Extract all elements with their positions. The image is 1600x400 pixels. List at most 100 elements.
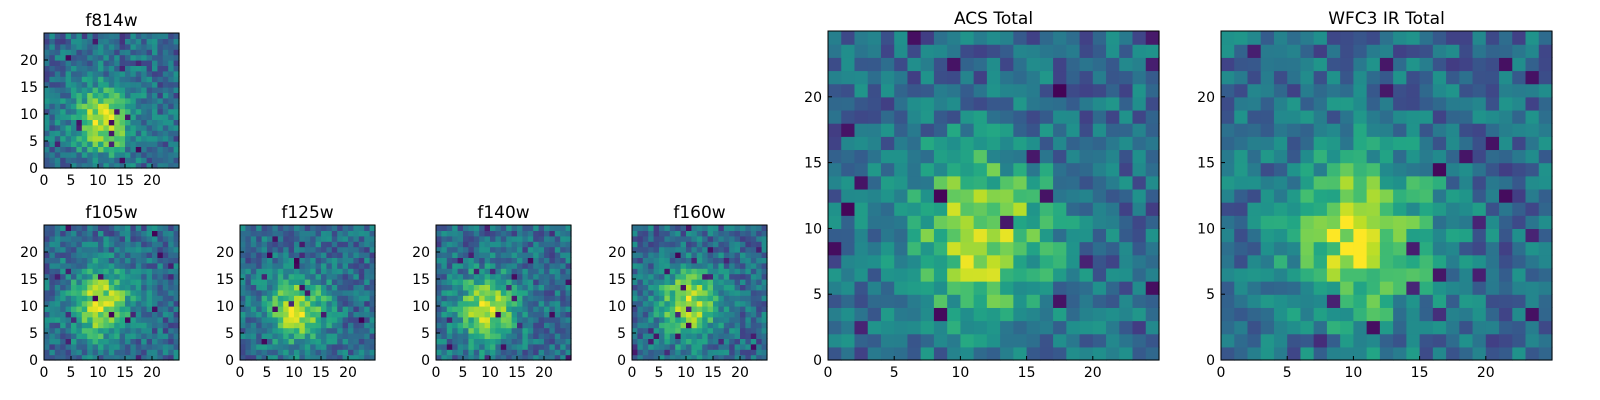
heatmap-cell — [533, 311, 540, 318]
heatmap-cell — [157, 49, 164, 56]
heatmap-cell — [304, 268, 311, 275]
heatmap-cell — [740, 279, 746, 285]
heatmap-cell — [256, 289, 263, 296]
heatmap-cell — [157, 322, 164, 329]
heatmap-cell — [135, 119, 142, 126]
heatmap-cell — [49, 306, 56, 312]
heatmap-cell — [1432, 136, 1447, 151]
heatmap-cell — [1459, 31, 1474, 45]
heatmap-cell — [71, 289, 77, 296]
heatmap-cell — [702, 246, 709, 253]
heatmap-cell — [81, 327, 88, 334]
heatmap-cell — [1119, 320, 1134, 335]
heatmap-cell — [283, 235, 290, 242]
heatmap-cell — [669, 327, 676, 334]
y-tick-label: 5 — [29, 326, 38, 342]
heatmap-cell — [1499, 70, 1513, 85]
heatmap-cell — [119, 225, 126, 231]
heatmap-cell — [947, 346, 961, 361]
x-tick-label: 0 — [432, 365, 441, 381]
heatmap-cell — [527, 230, 534, 237]
heatmap-cell — [933, 188, 948, 203]
heatmap-cell — [1026, 281, 1041, 295]
heatmap-cell — [479, 338, 486, 345]
heatmap-cell — [1053, 294, 1067, 308]
heatmap-cell — [108, 322, 115, 329]
heatmap-cell — [947, 241, 961, 256]
heatmap-cell — [549, 322, 556, 329]
heatmap-cell — [854, 57, 869, 72]
heatmap-cell — [130, 87, 137, 93]
heatmap-cell — [659, 273, 665, 280]
heatmap-cell — [141, 306, 148, 312]
heatmap-cell — [331, 230, 338, 237]
heatmap-cell — [1525, 215, 1540, 229]
heatmap-cell — [294, 235, 300, 242]
heatmap-cell — [369, 273, 376, 280]
heatmap-cell — [986, 57, 1001, 72]
heatmap-cell — [162, 124, 169, 131]
heatmap-cell — [1013, 149, 1028, 164]
heatmap-cell — [1132, 228, 1147, 243]
heatmap-cell — [533, 343, 540, 350]
heatmap-cell — [1499, 320, 1513, 335]
heatmap-cell — [756, 338, 763, 345]
heatmap-cell — [321, 316, 327, 323]
heatmap-cell — [1247, 333, 1262, 348]
heatmap-cell — [353, 268, 360, 275]
heatmap-cell — [71, 87, 77, 93]
heatmap-cell — [125, 246, 131, 253]
heatmap-cell — [76, 322, 83, 329]
heatmap-cell — [1326, 241, 1341, 256]
heatmap-cell — [1353, 175, 1368, 190]
heatmap-cell — [245, 327, 252, 334]
heatmap-cell — [54, 246, 61, 253]
heatmap-cell — [828, 281, 842, 295]
heatmap-cell — [1145, 215, 1160, 229]
heatmap-cell — [288, 333, 295, 339]
heatmap-cell — [87, 333, 94, 339]
heatmap-cell — [1132, 294, 1147, 308]
heatmap-cell — [256, 300, 263, 307]
heatmap-cell — [49, 108, 56, 115]
heatmap-cell — [745, 257, 752, 264]
heatmap-cell — [441, 333, 448, 339]
heatmap-cell — [1000, 333, 1014, 348]
heatmap-cell — [92, 343, 99, 350]
heatmap-cell — [702, 252, 709, 258]
heatmap-cell — [288, 338, 295, 345]
heatmap-cell — [1287, 320, 1302, 335]
heatmap-cell — [54, 300, 61, 307]
heatmap-cell — [315, 333, 322, 339]
heatmap-cell — [152, 92, 158, 99]
heatmap-cell — [533, 349, 540, 356]
heatmap-cell — [680, 316, 687, 323]
heatmap-cell — [500, 241, 507, 248]
heatmap-cell — [1039, 57, 1054, 72]
heatmap-cell — [1340, 57, 1354, 72]
heatmap-cell — [745, 349, 752, 356]
heatmap-cell — [506, 225, 513, 231]
heatmap-cell — [1300, 149, 1315, 164]
heatmap-cell — [272, 284, 279, 291]
heatmap-cell — [490, 241, 496, 248]
heatmap-cell — [479, 333, 486, 339]
heatmap-cell — [1247, 241, 1262, 256]
heatmap-cell — [130, 76, 137, 83]
heatmap-cell — [125, 146, 131, 153]
heatmap-cell — [130, 135, 137, 142]
heatmap-cell — [632, 268, 638, 275]
heatmap-cell — [146, 300, 153, 307]
heatmap-cell — [1525, 346, 1540, 361]
heatmap-cell — [1379, 175, 1394, 190]
heatmap-cell — [637, 311, 644, 318]
heatmap-cell — [65, 33, 72, 39]
heatmap-cell — [675, 306, 682, 312]
heatmap-cell — [304, 300, 311, 307]
heatmap-cell — [240, 311, 246, 318]
heatmap-cell — [108, 289, 115, 296]
heatmap-cell — [854, 333, 869, 348]
heatmap-cell — [745, 300, 752, 307]
heatmap-cell — [947, 136, 961, 151]
heatmap-cell — [933, 215, 948, 229]
